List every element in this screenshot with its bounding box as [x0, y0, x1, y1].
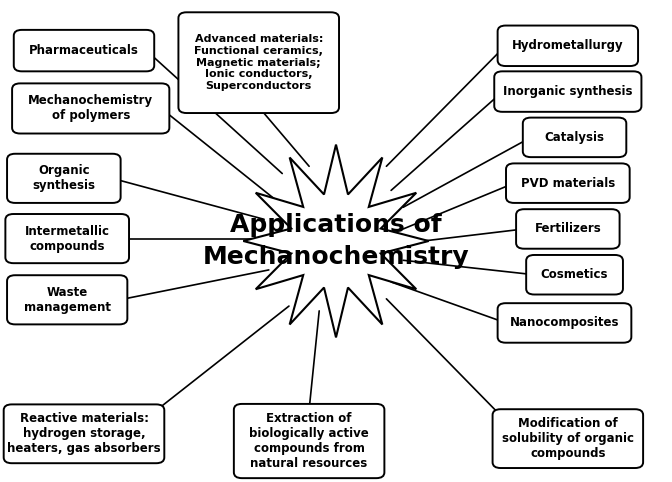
Text: Extraction of
biologically active
compounds from
natural resources: Extraction of biologically active compou… — [249, 412, 369, 470]
Text: PVD materials: PVD materials — [521, 177, 615, 189]
Text: Advanced materials:
Functional ceramics,
Magnetic materials;
Ionic conductors,
S: Advanced materials: Functional ceramics,… — [194, 34, 323, 91]
Text: Hydrometallurgy: Hydrometallurgy — [512, 40, 624, 52]
FancyBboxPatch shape — [523, 118, 626, 157]
Text: Applications of
Mechanochemistry: Applications of Mechanochemistry — [203, 213, 469, 269]
Text: Inorganic synthesis: Inorganic synthesis — [503, 85, 632, 98]
Text: Fertilizers: Fertilizers — [534, 223, 601, 235]
FancyBboxPatch shape — [5, 214, 129, 263]
Text: Modification of
solubility of organic
compounds: Modification of solubility of organic co… — [502, 417, 634, 460]
Text: Catalysis: Catalysis — [544, 131, 605, 144]
Text: Mechanochemistry
of polymers: Mechanochemistry of polymers — [28, 94, 153, 122]
Text: Organic
synthesis: Organic synthesis — [32, 164, 95, 192]
FancyBboxPatch shape — [7, 154, 121, 203]
FancyBboxPatch shape — [506, 163, 630, 203]
FancyBboxPatch shape — [4, 404, 164, 463]
Text: Pharmaceuticals: Pharmaceuticals — [29, 44, 139, 57]
FancyBboxPatch shape — [7, 275, 127, 324]
FancyBboxPatch shape — [494, 71, 641, 112]
FancyBboxPatch shape — [13, 30, 154, 71]
FancyBboxPatch shape — [516, 209, 620, 249]
Text: Cosmetics: Cosmetics — [541, 268, 608, 281]
Text: Reactive materials:
hydrogen storage,
heaters, gas absorbers: Reactive materials: hydrogen storage, he… — [7, 412, 161, 455]
Text: Nanocomposites: Nanocomposites — [510, 317, 619, 329]
Polygon shape — [243, 145, 429, 337]
FancyBboxPatch shape — [497, 26, 638, 66]
FancyBboxPatch shape — [234, 404, 384, 478]
Text: Waste
management: Waste management — [24, 286, 111, 314]
FancyBboxPatch shape — [12, 83, 169, 134]
FancyBboxPatch shape — [493, 409, 643, 468]
FancyBboxPatch shape — [178, 13, 339, 113]
FancyBboxPatch shape — [526, 255, 623, 295]
FancyBboxPatch shape — [497, 303, 631, 343]
Text: Intermetallic
compounds: Intermetallic compounds — [25, 225, 110, 253]
